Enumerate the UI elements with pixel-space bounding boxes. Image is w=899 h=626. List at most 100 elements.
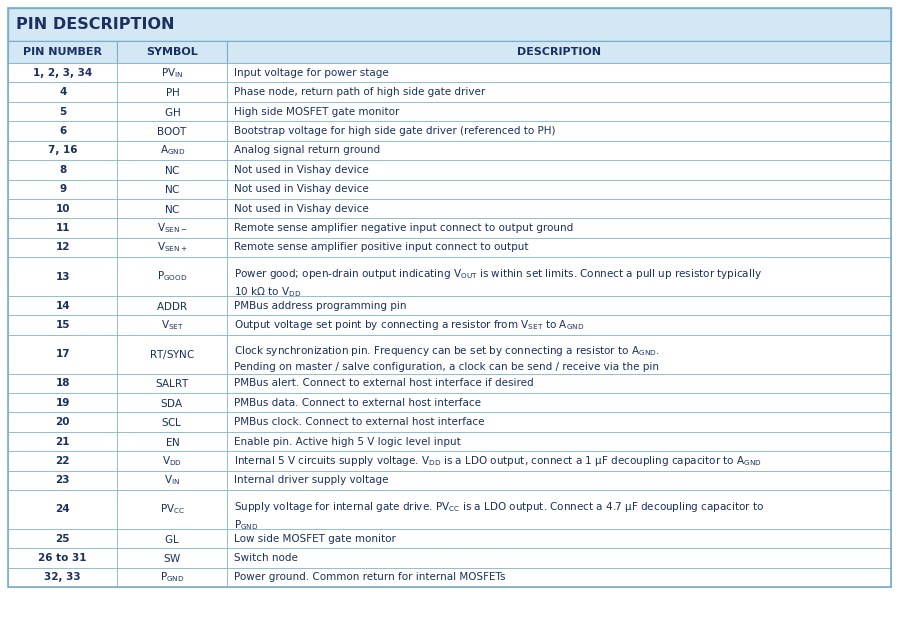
Bar — [227, 568, 891, 587]
Bar — [227, 451, 891, 471]
Bar — [8, 218, 118, 238]
Text: Remote sense amplifier positive input connect to output: Remote sense amplifier positive input co… — [234, 242, 529, 252]
Bar — [8, 451, 118, 471]
Text: PMBus alert. Connect to external host interface if desired: PMBus alert. Connect to external host in… — [234, 378, 534, 388]
Text: 8: 8 — [59, 165, 67, 175]
Text: Internal driver supply voltage: Internal driver supply voltage — [234, 475, 388, 485]
Text: Low side MOSFET gate monitor: Low side MOSFET gate monitor — [234, 533, 396, 543]
Text: $\mathregular{P_{GND}}$: $\mathregular{P_{GND}}$ — [160, 570, 184, 584]
Text: 15: 15 — [56, 320, 70, 330]
Bar — [227, 83, 891, 102]
Bar — [8, 413, 118, 432]
Bar — [118, 335, 227, 374]
Bar — [118, 141, 227, 160]
Text: $\mathregular{A_{GND}}$: $\mathregular{A_{GND}}$ — [159, 143, 185, 157]
Text: $\mathregular{BOOT}$: $\mathregular{BOOT}$ — [156, 125, 188, 137]
Text: Supply voltage for internal gate drive. $\mathregular{PV_{CC}}$ is a LDO output.: Supply voltage for internal gate drive. … — [234, 500, 764, 531]
Text: Enable pin. Active high 5 V logic level input: Enable pin. Active high 5 V logic level … — [234, 436, 460, 446]
Text: 32, 33: 32, 33 — [44, 572, 81, 582]
Text: $\mathregular{EN}$: $\mathregular{EN}$ — [165, 436, 180, 448]
Text: 19: 19 — [56, 398, 70, 408]
Text: DESCRIPTION: DESCRIPTION — [517, 47, 601, 57]
Text: Output voltage set point by connecting a resistor from $\mathregular{V_{SET}}$ t: Output voltage set point by connecting a… — [234, 318, 584, 332]
Bar — [227, 102, 891, 121]
Bar — [118, 121, 227, 141]
Bar — [8, 8, 891, 41]
Text: 4: 4 — [59, 87, 67, 97]
Bar — [227, 141, 891, 160]
Text: $\mathregular{V_{IN}}$: $\mathregular{V_{IN}}$ — [165, 473, 181, 487]
Text: $\mathregular{P_{GOOD}}$: $\mathregular{P_{GOOD}}$ — [157, 270, 188, 284]
Text: 22: 22 — [56, 456, 70, 466]
Text: Input voltage for power stage: Input voltage for power stage — [234, 68, 388, 78]
Text: PMBus data. Connect to external host interface: PMBus data. Connect to external host int… — [234, 398, 481, 408]
Bar — [227, 238, 891, 257]
Bar — [227, 160, 891, 180]
Bar — [227, 374, 891, 393]
Bar — [8, 335, 118, 374]
Text: $\mathregular{RT/SYNC}$: $\mathregular{RT/SYNC}$ — [149, 347, 195, 361]
Bar — [8, 141, 118, 160]
Bar — [118, 548, 227, 568]
Text: 17: 17 — [56, 349, 70, 359]
Bar — [8, 374, 118, 393]
Text: $\mathregular{ADDR}$: $\mathregular{ADDR}$ — [156, 300, 188, 312]
Text: $\mathregular{SDA}$: $\mathregular{SDA}$ — [160, 397, 184, 409]
Bar — [118, 41, 227, 63]
Text: $\mathregular{NC}$: $\mathregular{NC}$ — [164, 203, 181, 215]
Text: Analog signal return ground: Analog signal return ground — [234, 145, 380, 155]
Bar — [118, 218, 227, 238]
Text: PIN DESCRIPTION: PIN DESCRIPTION — [16, 17, 174, 32]
Bar — [227, 218, 891, 238]
Bar — [118, 83, 227, 102]
Bar — [8, 257, 118, 296]
Bar — [118, 490, 227, 529]
Bar — [8, 180, 118, 199]
Bar — [227, 529, 891, 548]
Bar — [227, 393, 891, 413]
Text: $\mathregular{V_{SEN+}}$: $\mathregular{V_{SEN+}}$ — [157, 240, 188, 254]
Text: 25: 25 — [56, 533, 70, 543]
Text: Not used in Vishay device: Not used in Vishay device — [234, 165, 369, 175]
Bar — [118, 199, 227, 218]
Text: PIN NUMBER: PIN NUMBER — [23, 47, 102, 57]
Bar — [8, 568, 118, 587]
Text: $\mathregular{SCL}$: $\mathregular{SCL}$ — [162, 416, 183, 428]
Bar — [8, 160, 118, 180]
Bar — [118, 529, 227, 548]
Text: Power good; open-drain output indicating $\mathregular{V_{OUT}}$ is within set l: Power good; open-drain output indicating… — [234, 267, 761, 299]
Bar — [118, 471, 227, 490]
Text: Clock synchronization pin. Frequency can be set by connecting a resistor to $\ma: Clock synchronization pin. Frequency can… — [234, 344, 660, 372]
Bar — [8, 529, 118, 548]
Bar — [118, 451, 227, 471]
Text: 24: 24 — [56, 505, 70, 515]
Bar — [8, 548, 118, 568]
Text: $\mathregular{NC}$: $\mathregular{NC}$ — [164, 183, 181, 195]
Text: Not used in Vishay device: Not used in Vishay device — [234, 184, 369, 194]
Text: Switch node: Switch node — [234, 553, 298, 563]
Text: Phase node, return path of high side gate driver: Phase node, return path of high side gat… — [234, 87, 485, 97]
Text: 9: 9 — [59, 184, 67, 194]
Text: PMBus address programming pin: PMBus address programming pin — [234, 300, 406, 310]
Bar — [227, 548, 891, 568]
Text: $\mathregular{PV_{CC}}$: $\mathregular{PV_{CC}}$ — [160, 503, 185, 516]
Text: High side MOSFET gate monitor: High side MOSFET gate monitor — [234, 106, 399, 116]
Bar — [118, 568, 227, 587]
Bar — [8, 393, 118, 413]
Text: 18: 18 — [56, 378, 70, 388]
Bar — [8, 199, 118, 218]
Bar — [8, 41, 118, 63]
Bar — [8, 316, 118, 335]
Bar — [227, 121, 891, 141]
Bar — [118, 296, 227, 316]
Bar — [227, 471, 891, 490]
Bar — [118, 257, 227, 296]
Bar — [8, 63, 118, 83]
Bar — [227, 257, 891, 296]
Text: 10: 10 — [56, 203, 70, 213]
Bar — [118, 393, 227, 413]
Text: 23: 23 — [56, 475, 70, 485]
Text: 21: 21 — [56, 436, 70, 446]
Text: 12: 12 — [56, 242, 70, 252]
Text: $\mathregular{SW}$: $\mathregular{SW}$ — [163, 552, 182, 564]
